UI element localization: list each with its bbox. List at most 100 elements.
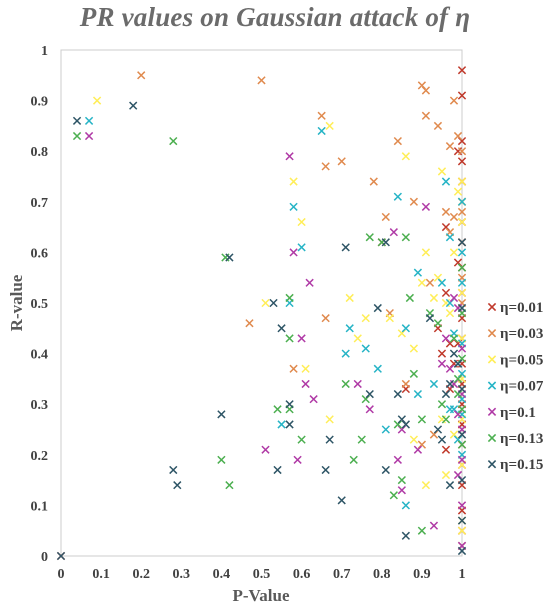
x-tick-label: 0.3 xyxy=(173,567,191,582)
data-point xyxy=(457,263,467,272)
y-tick-label: 0.8 xyxy=(31,145,49,160)
data-point xyxy=(409,369,419,378)
data-point xyxy=(325,121,334,131)
data-point xyxy=(321,162,330,171)
data-point xyxy=(345,293,354,303)
x-tick-label: 0.6 xyxy=(293,567,311,582)
data-point xyxy=(421,86,431,95)
data-point xyxy=(457,516,467,525)
legend-marker xyxy=(487,355,497,364)
data-point xyxy=(169,465,178,475)
data-point xyxy=(337,496,346,505)
data-point xyxy=(361,344,370,353)
x-axis-title: P-Value xyxy=(233,586,290,605)
data-point xyxy=(457,66,467,75)
x-tick-label: 1 xyxy=(459,567,466,582)
data-point xyxy=(381,212,390,222)
data-point xyxy=(457,238,467,247)
data-point xyxy=(409,197,419,206)
data-point xyxy=(349,455,358,464)
data-point xyxy=(305,278,314,287)
data-point xyxy=(421,202,431,211)
plot-area xyxy=(60,49,463,557)
data-point xyxy=(413,389,423,399)
x-tick-label: 0.8 xyxy=(373,567,391,582)
points-layer xyxy=(56,66,467,561)
data-point xyxy=(457,430,467,439)
legend-marker xyxy=(487,460,497,469)
data-point xyxy=(72,116,82,125)
data-point xyxy=(389,228,398,237)
data-point xyxy=(441,207,451,217)
data-point xyxy=(453,374,463,384)
data-point xyxy=(173,481,182,490)
data-point xyxy=(409,435,419,444)
x-tick-label: 0.1 xyxy=(92,567,110,582)
legend-marker xyxy=(487,433,497,443)
data-point xyxy=(385,314,394,323)
data-point xyxy=(401,501,410,510)
data-point xyxy=(285,152,294,161)
data-point xyxy=(457,546,467,556)
data-point xyxy=(273,465,282,475)
data-point xyxy=(457,157,467,166)
data-point xyxy=(393,192,402,201)
legend-marker xyxy=(487,381,497,390)
data-point xyxy=(457,217,467,227)
data-point xyxy=(449,334,459,343)
data-point xyxy=(257,76,266,85)
data-point xyxy=(401,531,410,540)
data-point xyxy=(401,233,410,242)
data-point xyxy=(449,96,459,105)
data-point xyxy=(92,96,102,105)
data-point xyxy=(453,359,463,368)
y-tick-label: 0.1 xyxy=(31,499,49,514)
data-point xyxy=(273,405,282,414)
data-point xyxy=(297,217,306,227)
axes-layer: 0 0.1 0.2 0.3 0.4 0.5 0.6 0.7 0.8 0.9 1 0 0.1 0.2 0.3 0… xyxy=(31,44,466,582)
data-point xyxy=(72,131,82,141)
data-point xyxy=(429,521,439,530)
legend-marker xyxy=(487,407,497,416)
data-point xyxy=(285,334,294,343)
data-point xyxy=(393,136,402,146)
data-point xyxy=(169,136,178,146)
data-point xyxy=(397,486,406,495)
y-axis-title: R-value xyxy=(7,274,26,331)
data-point xyxy=(441,334,451,343)
data-point xyxy=(441,445,451,454)
data-point xyxy=(457,526,467,535)
data-point xyxy=(441,470,451,480)
data-point xyxy=(457,197,467,206)
data-point xyxy=(441,415,451,424)
data-point xyxy=(457,455,467,464)
data-point xyxy=(84,116,94,125)
data-point xyxy=(417,526,427,535)
data-point xyxy=(84,131,94,141)
data-point xyxy=(457,147,467,156)
y-tick-label: 0.5 xyxy=(31,297,49,312)
data-point xyxy=(285,293,294,303)
y-tick-label: 0 xyxy=(41,550,48,565)
data-point xyxy=(365,389,374,399)
y-tick-label: 0.4 xyxy=(31,348,49,363)
data-point xyxy=(137,71,146,80)
data-point xyxy=(453,131,463,141)
data-point xyxy=(56,551,66,561)
data-point xyxy=(437,278,447,287)
data-point xyxy=(433,425,443,434)
data-point xyxy=(405,293,415,303)
data-point xyxy=(449,293,459,303)
data-point xyxy=(353,379,362,389)
data-point xyxy=(373,303,382,313)
y-tick-label: 0.7 xyxy=(31,196,49,211)
x-tick-label: 0.2 xyxy=(132,567,150,582)
data-point xyxy=(317,126,326,136)
data-point xyxy=(457,405,467,414)
y-tick-label: 0.9 xyxy=(31,95,49,110)
data-point xyxy=(289,248,298,257)
data-point xyxy=(445,364,455,373)
data-point xyxy=(373,364,382,373)
